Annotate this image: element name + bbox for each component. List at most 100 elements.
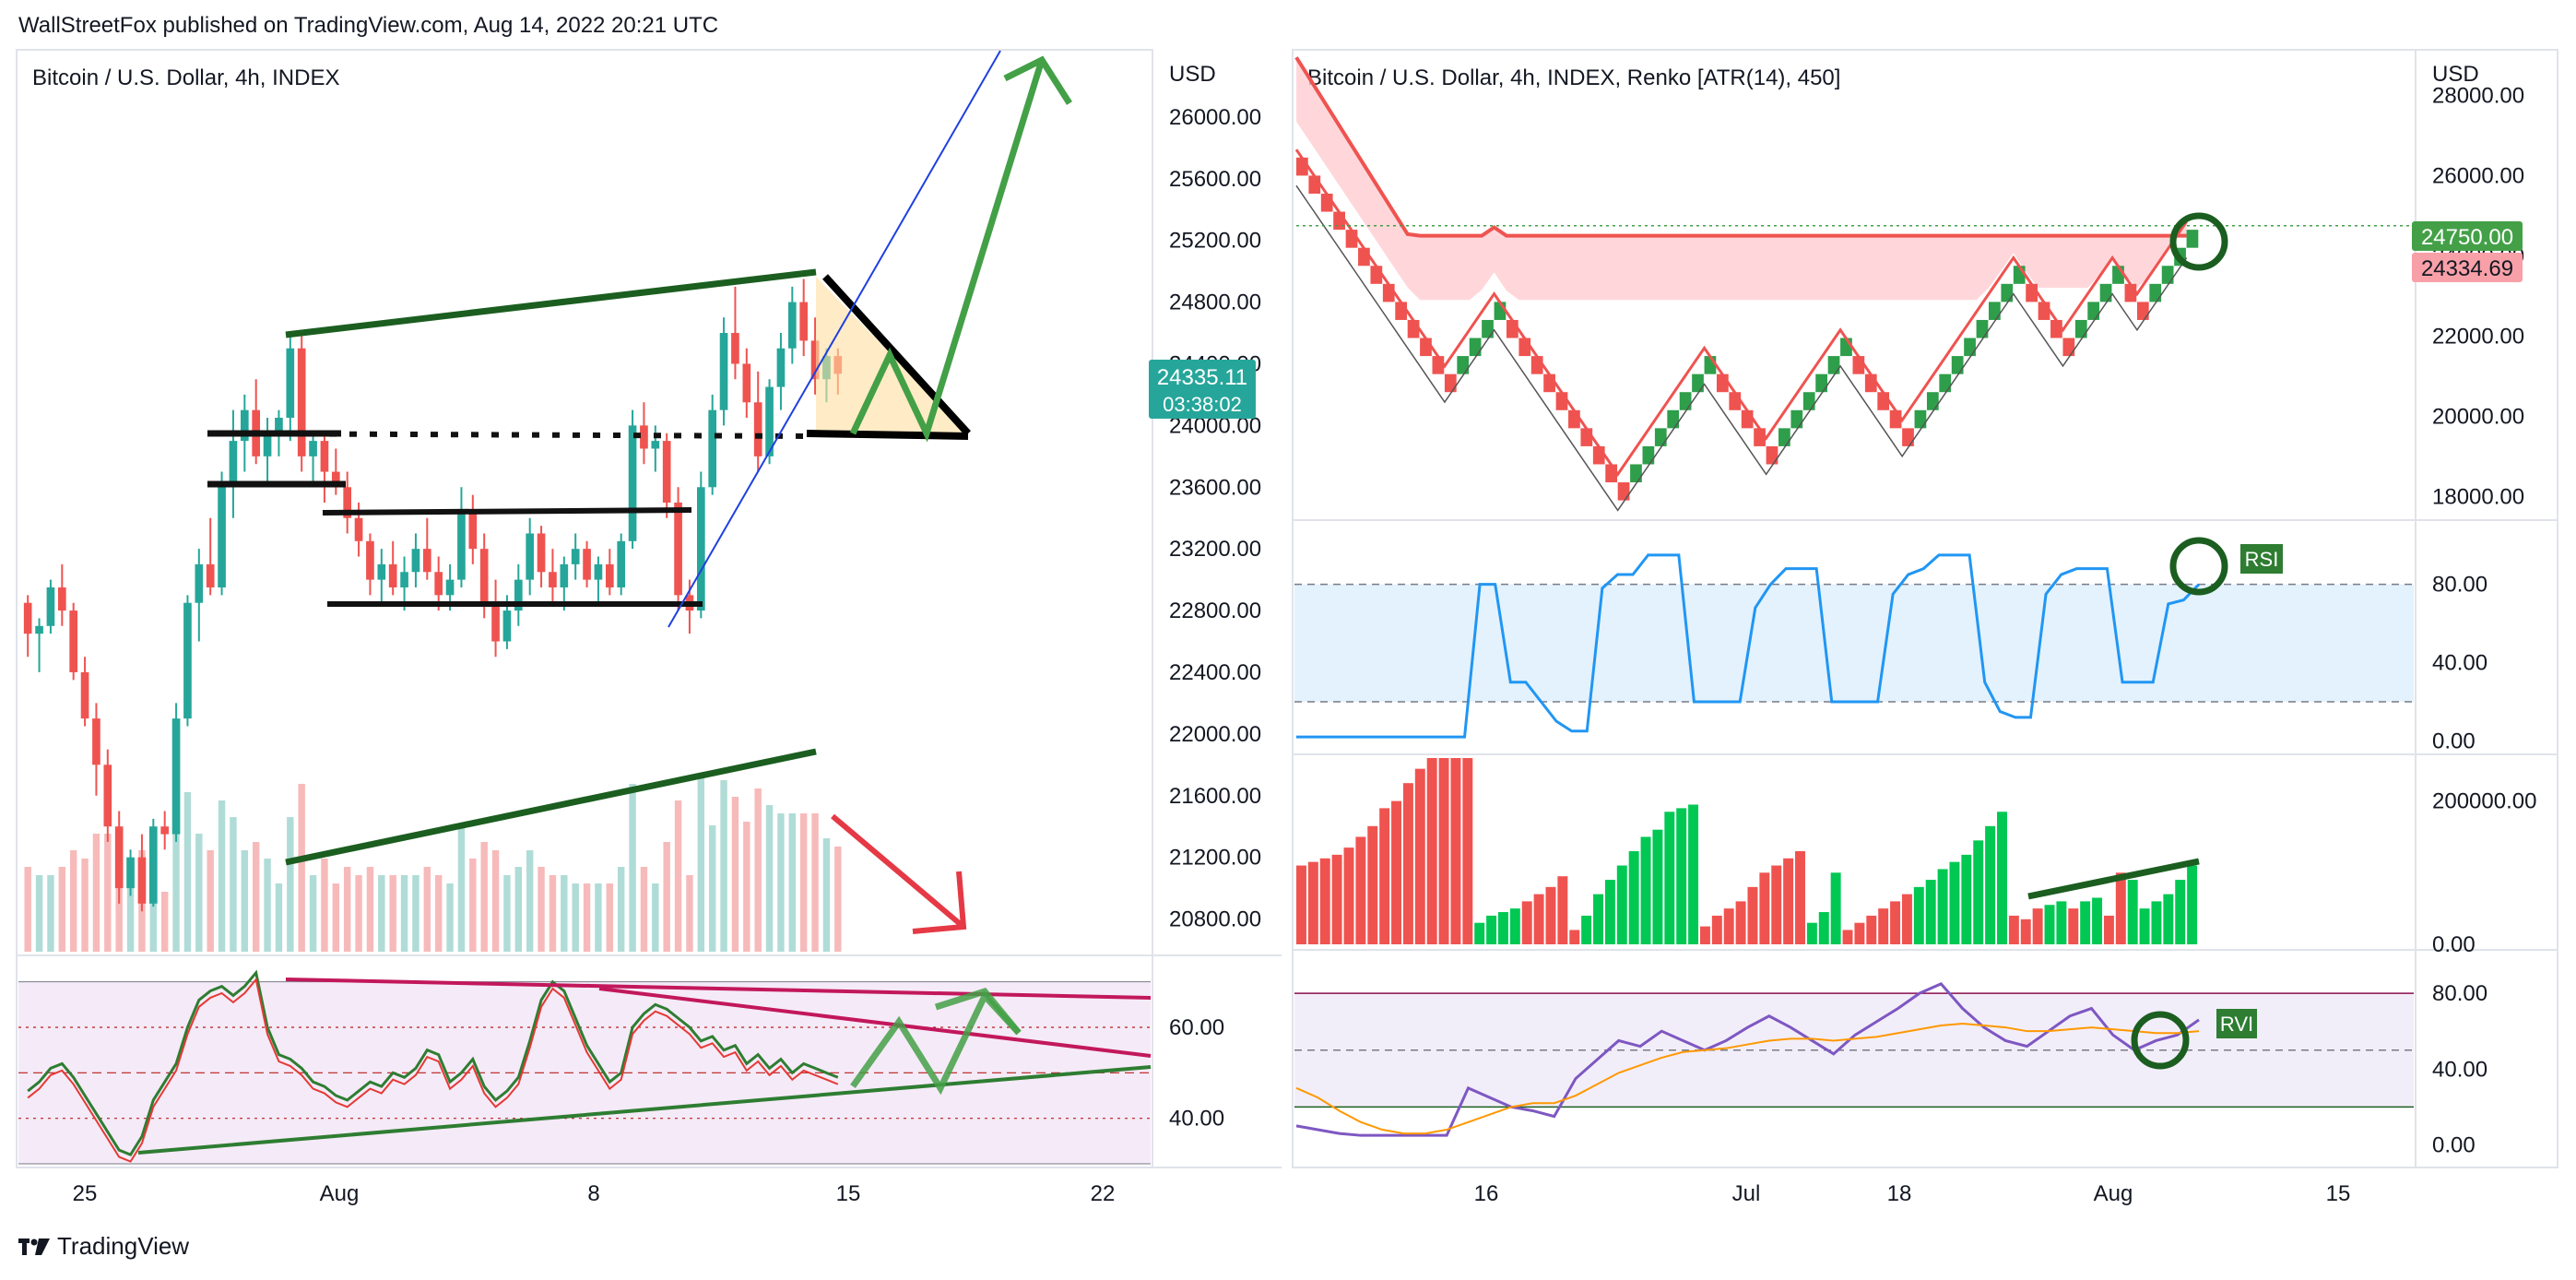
volume-bar-22 bbox=[275, 883, 283, 952]
candle-body-60 bbox=[708, 409, 717, 488]
volume-trendline bbox=[285, 748, 817, 866]
renko-brick-63 bbox=[2074, 319, 2087, 338]
right-volume-bar-70 bbox=[2127, 880, 2138, 944]
renko-brick-13 bbox=[1457, 356, 1470, 374]
candle-body-2 bbox=[46, 587, 55, 626]
volume-bar-48 bbox=[572, 883, 579, 952]
right-volume-bar-46 bbox=[1842, 930, 1853, 944]
blue-channel bbox=[668, 50, 1001, 628]
volume-bar-13 bbox=[172, 784, 180, 952]
right-volume-bar-44 bbox=[1818, 912, 1829, 944]
volume-bar-68 bbox=[799, 813, 808, 952]
left-time-tick-0: 25 bbox=[73, 1181, 98, 1206]
renko-brick-55 bbox=[1976, 319, 1989, 338]
candle-body-12 bbox=[160, 826, 170, 835]
left-osc-tick-1: 40.00 bbox=[1169, 1107, 1224, 1132]
volume-bar-20 bbox=[252, 842, 260, 952]
left-time-axis[interactable]: 25 Aug 8 15 22 bbox=[73, 1181, 1116, 1206]
left-price-tick-2: 25200.00 bbox=[1169, 229, 1261, 254]
volume-bar-42 bbox=[503, 875, 511, 952]
right-price-tick-3: 22000.00 bbox=[2432, 324, 2524, 349]
candle-body-11 bbox=[148, 826, 158, 904]
left-price-axis[interactable]: 26000.0025600.0025200.0024800.0024400.00… bbox=[1169, 105, 1261, 932]
right-volume-bar-60 bbox=[2008, 915, 2019, 944]
renko-brick-72 bbox=[2186, 230, 2199, 248]
left-price-tick-7: 23200.00 bbox=[1169, 537, 1261, 562]
renko-brick-27 bbox=[1630, 464, 1642, 483]
volume-bar-23 bbox=[287, 817, 294, 952]
rvi-pane: 80.00 40.00 0.00 RVI bbox=[1294, 981, 2487, 1157]
candle-body-25 bbox=[309, 441, 317, 456]
renko-brick-43 bbox=[1827, 356, 1840, 374]
right-volume-bar-64 bbox=[2056, 901, 2067, 944]
volume-bar-50 bbox=[595, 883, 602, 952]
candle-body-27 bbox=[331, 471, 340, 488]
right-time-tick-0: 16 bbox=[1474, 1181, 1499, 1206]
right-volume-bar-72 bbox=[2151, 901, 2162, 944]
candle-body-62 bbox=[731, 333, 739, 364]
osc-upper-trendline bbox=[285, 978, 1152, 1000]
candle-body-49 bbox=[583, 549, 591, 580]
right-volume-bar-27 bbox=[1616, 865, 1627, 944]
rvi-tick-2: 0.00 bbox=[2432, 1132, 2476, 1157]
renko-brick-15 bbox=[1482, 319, 1494, 338]
volume-bar-41 bbox=[491, 850, 500, 952]
renko-brick-51 bbox=[1926, 392, 1939, 410]
renko-brick-52 bbox=[1939, 373, 1952, 393]
candle-body-15 bbox=[195, 563, 204, 603]
left-osc-signal bbox=[27, 977, 839, 1163]
last-price-value: 24335.11 bbox=[1157, 365, 1247, 390]
rsi-tick-2: 0.00 bbox=[2432, 729, 2476, 753]
volume-bar-69 bbox=[811, 813, 819, 952]
renko-cloud-fill bbox=[1296, 57, 2187, 301]
countdown-value: 03:38:02 bbox=[1163, 393, 1242, 416]
volume-bar-52 bbox=[617, 867, 625, 952]
range-top bbox=[322, 507, 692, 516]
candle-body-16 bbox=[206, 563, 215, 587]
right-volume-bar-11 bbox=[1426, 758, 1437, 944]
right-volume-bar-61 bbox=[2020, 919, 2031, 944]
renko-brick-41 bbox=[1802, 392, 1815, 410]
renko-brick-68 bbox=[2136, 302, 2149, 320]
right-volume-bar-12 bbox=[1438, 758, 1449, 944]
candle-body-5 bbox=[80, 671, 89, 719]
last-price-tag-bg bbox=[1149, 360, 1256, 419]
right-volume-bar-36 bbox=[1723, 908, 1734, 944]
candle-body-6 bbox=[92, 718, 100, 765]
renko-brick-70 bbox=[2161, 266, 2174, 284]
left-oscillator bbox=[27, 969, 839, 1163]
right-time-tick-1: Jul bbox=[1732, 1181, 1761, 1206]
right-volume-bar-71 bbox=[2139, 908, 2150, 944]
candle-body-68 bbox=[799, 302, 809, 341]
volume-bar-54 bbox=[640, 867, 648, 952]
right-volume-bar-58 bbox=[1985, 825, 1996, 944]
volume-bar-51 bbox=[606, 883, 614, 952]
right-volume-bar-3 bbox=[1331, 854, 1342, 944]
left-drawings bbox=[137, 50, 1152, 1155]
volume-bar-37 bbox=[446, 883, 454, 952]
right-time-axis[interactable]: 16 Jul 18 Aug 15 bbox=[1474, 1181, 2351, 1206]
candle-body-38 bbox=[457, 510, 466, 580]
renko-price-tags: 24750.00 24334.69 bbox=[2412, 221, 2523, 282]
candle-body-22 bbox=[275, 418, 283, 433]
renko-highlight-circle bbox=[2169, 212, 2228, 271]
volume-bar-30 bbox=[366, 867, 374, 952]
volume-bar-9 bbox=[126, 883, 135, 952]
right-volume-bar-25 bbox=[1593, 894, 1603, 944]
right-volume-bar-57 bbox=[1973, 840, 1984, 944]
renko-price-tag-1: 24750.00 bbox=[2421, 225, 2513, 250]
right-volume-bar-51 bbox=[1901, 894, 1912, 944]
left-oscillator-axis: 60.00 40.00 bbox=[1169, 1015, 1224, 1132]
right-volume-bar-53 bbox=[1925, 880, 1936, 944]
rsi-line bbox=[1296, 553, 2201, 739]
right-volume-bar-5 bbox=[1355, 836, 1366, 944]
rsi-tick-1: 40.00 bbox=[2432, 651, 2487, 676]
volume-bar-47 bbox=[561, 875, 568, 952]
publisher-header: WallStreetFox published on TradingView.c… bbox=[18, 13, 719, 38]
right-volume-bar-8 bbox=[1391, 800, 1402, 944]
rsi-tick-0: 80.00 bbox=[2432, 573, 2487, 598]
renko-brick-14 bbox=[1469, 338, 1482, 357]
right-volume-bar-69 bbox=[2115, 872, 2126, 944]
rsi-label: RSI bbox=[2245, 548, 2279, 571]
